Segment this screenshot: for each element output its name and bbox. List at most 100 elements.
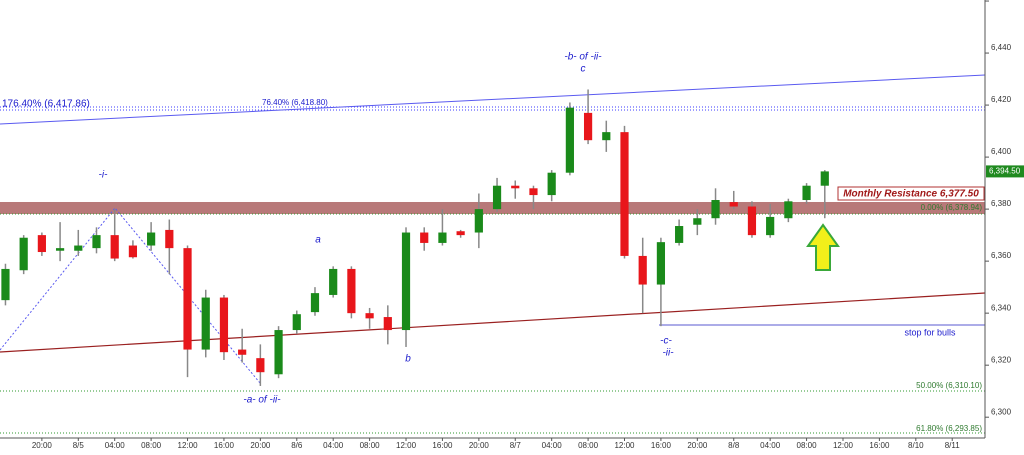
- y-tick-label: 6,340: [991, 303, 1012, 312]
- candle-body: [529, 188, 537, 195]
- x-tick-label: 16:00: [214, 441, 235, 450]
- x-tick-label: 12:00: [614, 441, 635, 450]
- candle-body: [129, 246, 137, 258]
- candle-body: [56, 248, 64, 251]
- candle-body: [420, 233, 428, 243]
- candle-body: [657, 242, 665, 284]
- x-tick-label: 08:00: [797, 441, 818, 450]
- candle-body: [111, 235, 119, 258]
- candle-body: [74, 246, 82, 251]
- x-tick-label: 04:00: [105, 441, 126, 450]
- y-tick-label: 6,320: [991, 355, 1012, 364]
- candle-body: [457, 231, 465, 235]
- candle-body: [802, 186, 810, 200]
- candle-body: [766, 217, 774, 235]
- candle-body: [748, 207, 756, 236]
- y-tick-label: 6,380: [991, 199, 1012, 208]
- annotation: stop for bulls: [904, 327, 956, 337]
- candle-body: [20, 238, 28, 271]
- candle-body: [256, 358, 264, 372]
- x-tick-label: 04:00: [760, 441, 781, 450]
- y-tick-label: 6,300: [991, 407, 1012, 416]
- candle-body: [548, 173, 556, 195]
- candle-body: [1, 269, 9, 300]
- x-tick-label: 12:00: [396, 441, 417, 450]
- fib-label: 176.40% (6,417.86): [2, 99, 90, 110]
- trend-line: [0, 75, 985, 124]
- resistance-band: [0, 202, 985, 214]
- x-tick-label: 12:00: [833, 441, 854, 450]
- x-tick-label: 8/10: [908, 441, 924, 450]
- candle-body: [584, 113, 592, 140]
- candle-body: [493, 186, 501, 209]
- x-tick-label: 8/11: [945, 441, 961, 450]
- y-tick-label: 6,360: [991, 251, 1012, 260]
- last-price-label: 6,394.50: [989, 167, 1021, 176]
- candle-body: [384, 317, 392, 330]
- annotation: c: [581, 64, 586, 75]
- candle-body: [475, 209, 483, 232]
- x-tick-label: 04:00: [542, 441, 563, 450]
- candle-body: [511, 186, 519, 189]
- arrow: [808, 225, 838, 270]
- candle-body: [366, 313, 374, 318]
- candle-body: [238, 350, 246, 355]
- candle-body: [675, 226, 683, 243]
- x-tick-label: 16:00: [432, 441, 453, 450]
- candle-body: [38, 235, 46, 252]
- candle-body: [693, 218, 701, 225]
- candle-body: [147, 233, 155, 246]
- x-tick-label: 08:00: [360, 441, 381, 450]
- candle-body: [329, 269, 337, 295]
- annotation: -ii-: [662, 348, 674, 359]
- x-tick-label: 20:00: [687, 441, 708, 450]
- candle-body: [274, 330, 282, 374]
- trend-line: [0, 293, 985, 352]
- x-tick-label: 8/8: [728, 441, 740, 450]
- x-tick-label: 20:00: [469, 441, 490, 450]
- candle-body: [730, 202, 738, 206]
- candle-body: [347, 269, 355, 313]
- x-tick-label: 8/5: [73, 441, 85, 450]
- candle-body: [202, 298, 210, 350]
- x-tick-label: 16:00: [651, 441, 672, 450]
- candle-body: [602, 132, 610, 140]
- annotation: -c-: [660, 336, 672, 347]
- annotation: -i-: [99, 170, 109, 181]
- candle-body: [821, 171, 829, 185]
- candle-body: [784, 201, 792, 218]
- candle-body: [620, 132, 628, 256]
- resistance-label: Monthly Resistance 6,377.50: [843, 189, 979, 200]
- x-tick-label: 12:00: [178, 441, 199, 450]
- fib-label: 61.80% (6,293.85): [916, 424, 982, 433]
- x-tick-label: 16:00: [869, 441, 890, 450]
- x-tick-label: 8/6: [291, 441, 303, 450]
- fib-label: 50.00% (6,310.10): [916, 381, 982, 390]
- wave-line: [0, 208, 260, 383]
- annotation: b: [405, 354, 411, 365]
- fib-label: 0.00% (6,378.94): [921, 203, 983, 212]
- annotation: a: [315, 235, 321, 246]
- candle-body: [711, 200, 719, 218]
- x-tick-label: 20:00: [250, 441, 271, 450]
- candle-body: [438, 233, 446, 243]
- candle-body: [639, 256, 647, 285]
- candle-body: [566, 108, 574, 173]
- y-tick-label: 6,420: [991, 95, 1012, 104]
- annotation: -b- of -ii-: [564, 52, 602, 63]
- y-tick-label: 6,400: [991, 147, 1012, 156]
- y-tick-label: 6,440: [991, 43, 1012, 52]
- candle-body: [92, 235, 100, 248]
- candle-body: [165, 230, 173, 248]
- x-tick-label: 04:00: [323, 441, 344, 450]
- candle-body: [402, 233, 410, 331]
- annotation: -a- of -ii-: [243, 395, 281, 406]
- x-tick-label: 8/7: [510, 441, 522, 450]
- candle-body: [293, 314, 301, 330]
- candle-body: [220, 298, 228, 353]
- candle-body: [311, 293, 319, 312]
- x-tick-label: 08:00: [141, 441, 162, 450]
- candles: [1, 89, 829, 386]
- candle-body: [183, 248, 191, 349]
